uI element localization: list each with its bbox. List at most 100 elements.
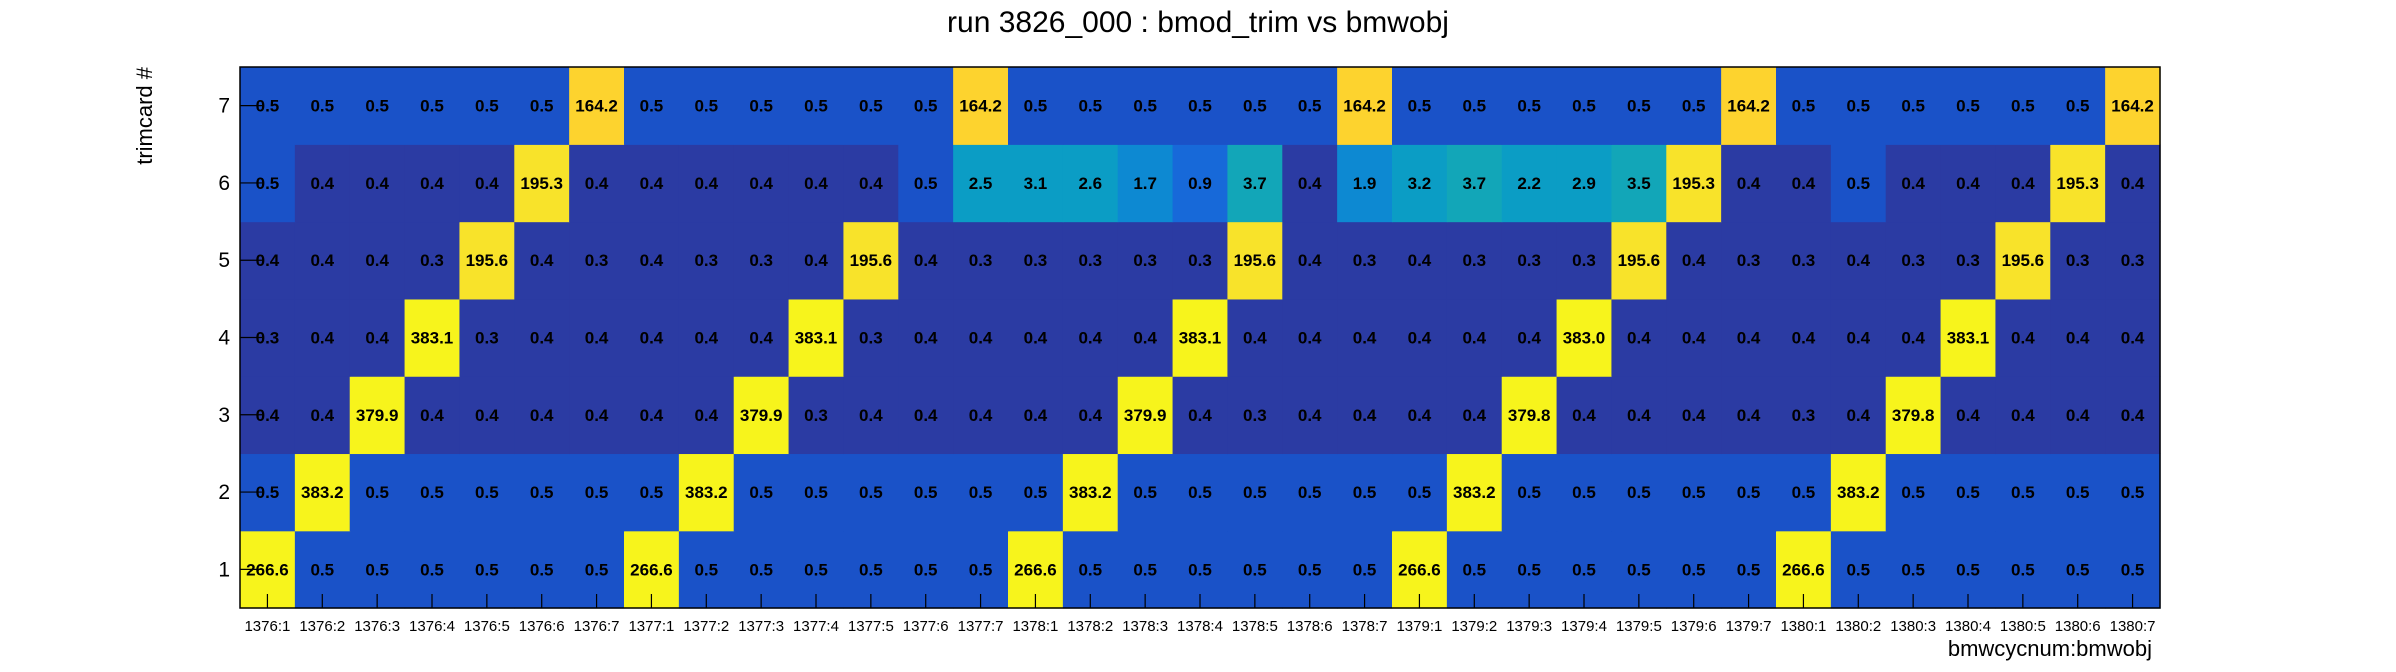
cell-value-label: 0.5 bbox=[1133, 97, 1157, 116]
heatmap-cell bbox=[624, 221, 680, 300]
heatmap-cell bbox=[1446, 298, 1503, 377]
heatmap-cell bbox=[2105, 67, 2161, 145]
x-tick-label: 1377:5 bbox=[848, 618, 894, 635]
heatmap-cell bbox=[1556, 144, 1613, 223]
cell-value-label: 0.3 bbox=[1517, 251, 1541, 270]
cell-value-label: 0.4 bbox=[1353, 329, 1377, 348]
heatmap-cell bbox=[1940, 221, 1997, 300]
heatmap-cell bbox=[898, 67, 954, 145]
cell-value-label: 0.5 bbox=[1792, 97, 1816, 116]
cell-value-label: 0.3 bbox=[1078, 251, 1102, 270]
cell-value-label: 0.4 bbox=[310, 174, 334, 193]
cell-value-label: 0.5 bbox=[640, 483, 664, 502]
x-tick-label: 1379:3 bbox=[1506, 618, 1552, 635]
cell-value-label: 266.6 bbox=[1014, 560, 1057, 579]
heatmap-cell bbox=[1995, 144, 2051, 223]
cell-value-label: 0.5 bbox=[1188, 560, 1212, 579]
cell-value-label: 0.4 bbox=[1024, 329, 1048, 348]
heatmap-cell bbox=[1446, 376, 1503, 455]
y-tick-label: 4 bbox=[218, 327, 230, 350]
heatmap-cell bbox=[898, 144, 954, 223]
cell-value-label: 0.4 bbox=[1298, 251, 1322, 270]
cell-value-label: 0.4 bbox=[2121, 329, 2145, 348]
cell-value-label: 0.4 bbox=[1846, 329, 1870, 348]
heatmap-cell bbox=[1995, 453, 2051, 532]
cell-value-label: 0.5 bbox=[1572, 483, 1596, 502]
cell-value-label: 0.4 bbox=[1846, 406, 1870, 425]
cell-value-label: 0.5 bbox=[694, 97, 718, 116]
cell-value-label: 0.4 bbox=[530, 406, 554, 425]
cell-value-label: 0.4 bbox=[1682, 406, 1706, 425]
x-tick-label: 1379:5 bbox=[1616, 618, 1662, 635]
cell-value-label: 0.4 bbox=[420, 406, 444, 425]
chart-title: run 3826_000 : bmod_trim vs bmwobj bbox=[947, 6, 1449, 39]
heatmap-cell bbox=[1282, 453, 1338, 532]
cell-value-label: 379.9 bbox=[356, 406, 399, 425]
cell-value-label: 0.4 bbox=[1133, 329, 1157, 348]
cell-value-label: 0.4 bbox=[475, 406, 499, 425]
heatmap-cell bbox=[898, 221, 954, 300]
cell-value-label: 0.3 bbox=[859, 329, 883, 348]
cell-value-label: 0.4 bbox=[640, 406, 664, 425]
heatmap-cell bbox=[569, 221, 625, 300]
heatmap-cell bbox=[624, 144, 680, 223]
heatmap-cell bbox=[1392, 298, 1448, 377]
cell-value-label: 0.4 bbox=[1408, 406, 1432, 425]
cell-value-label: 0.5 bbox=[804, 97, 828, 116]
cell-value-label: 0.5 bbox=[256, 483, 280, 502]
heatmap-cell bbox=[733, 298, 790, 377]
cell-value-label: 0.5 bbox=[256, 174, 280, 193]
cell-value-label: 0.5 bbox=[365, 97, 389, 116]
x-tick-label: 1378:2 bbox=[1067, 618, 1113, 635]
cell-value-label: 0.5 bbox=[2121, 560, 2145, 579]
y-axis-label: trimcard # bbox=[132, 66, 157, 165]
heatmap-cell bbox=[1666, 453, 1722, 532]
heatmap-cell bbox=[459, 144, 515, 223]
heatmap-cell bbox=[1117, 376, 1174, 455]
cell-value-label: 0.4 bbox=[859, 174, 883, 193]
cell-value-label: 0.4 bbox=[1024, 406, 1048, 425]
cell-value-label: 2.9 bbox=[1572, 174, 1596, 193]
cell-value-label: 0.4 bbox=[1846, 251, 1870, 270]
heatmap-cell bbox=[1611, 221, 1667, 300]
cell-value-label: 0.4 bbox=[1956, 406, 1980, 425]
heatmap-cell bbox=[349, 67, 406, 145]
heatmap-cell bbox=[2050, 453, 2106, 532]
cell-value-label: 0.4 bbox=[694, 174, 718, 193]
cell-value-label: 2.2 bbox=[1517, 174, 1541, 193]
heatmap-cell bbox=[1995, 221, 2051, 300]
cell-value-label: 0.4 bbox=[2066, 329, 2090, 348]
x-tick-label: 1376:7 bbox=[574, 618, 620, 635]
heatmap-cell bbox=[404, 67, 461, 145]
heatmap-cell bbox=[624, 298, 680, 377]
heatmap-cell bbox=[843, 376, 899, 455]
cell-value-label: 383.1 bbox=[1179, 329, 1222, 348]
cell-value-label: 0.4 bbox=[1462, 406, 1486, 425]
cell-value-label: 164.2 bbox=[2111, 97, 2154, 116]
heatmap-cell bbox=[788, 453, 845, 532]
cell-value-label: 0.4 bbox=[1078, 329, 1102, 348]
x-tick-label: 1380:1 bbox=[1780, 618, 1826, 635]
heatmap-cell bbox=[1721, 221, 1777, 300]
cell-value-label: 0.5 bbox=[585, 483, 609, 502]
cell-value-label: 0.5 bbox=[859, 483, 883, 502]
heatmap-cell bbox=[788, 221, 845, 300]
cell-value-label: 0.3 bbox=[1901, 251, 1925, 270]
cell-value-label: 0.4 bbox=[2121, 174, 2145, 193]
x-tick-label: 1379:6 bbox=[1671, 618, 1717, 635]
cell-value-label: 0.4 bbox=[585, 406, 609, 425]
heatmap-cell bbox=[733, 144, 790, 223]
cell-value-label: 0.4 bbox=[859, 406, 883, 425]
cell-value-label: 0.4 bbox=[475, 174, 499, 193]
cell-value-label: 383.1 bbox=[411, 329, 454, 348]
cell-value-label: 0.4 bbox=[1737, 174, 1761, 193]
heatmap-cell bbox=[1282, 376, 1338, 455]
cell-value-label: 0.4 bbox=[1298, 174, 1322, 193]
cell-value-label: 0.5 bbox=[1078, 560, 1102, 579]
x-tick-label: 1379:2 bbox=[1451, 618, 1497, 635]
cell-value-label: 0.3 bbox=[1792, 251, 1816, 270]
heatmap-cell bbox=[1830, 221, 1887, 300]
cell-value-label: 0.5 bbox=[256, 97, 280, 116]
heatmap-cell bbox=[1556, 453, 1613, 532]
cell-value-label: 0.4 bbox=[530, 329, 554, 348]
